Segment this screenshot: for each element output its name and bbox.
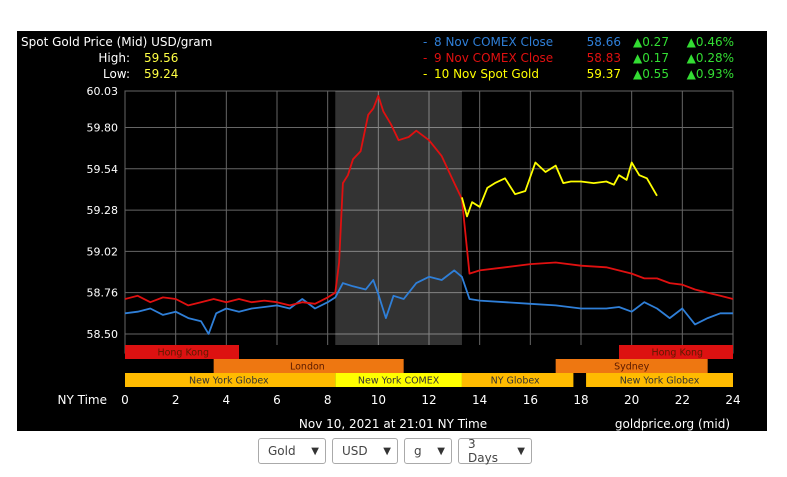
currency-select[interactable]: USD ▼: [332, 438, 398, 464]
session-label: Sydney: [614, 362, 650, 373]
x-tick-label: 2: [172, 393, 180, 407]
legend-dash: -: [423, 51, 427, 65]
currency-select-value: USD: [342, 444, 368, 458]
y-tick-label: 58.76: [87, 287, 119, 300]
unit-select-value: g: [414, 444, 422, 458]
session-label: NY Globex: [491, 376, 540, 387]
x-tick-label: 22: [675, 393, 690, 407]
legend-label: 9 Nov COMEX Close: [434, 51, 553, 65]
y-tick-label: 59.80: [87, 122, 119, 135]
x-tick-label: 8: [324, 393, 332, 407]
range-select[interactable]: 3 Days ▼: [458, 437, 532, 465]
metal-select-value: Gold: [268, 444, 296, 458]
x-tick-label: 16: [523, 393, 538, 407]
session-label: London: [290, 362, 325, 373]
legend-value: 58.66: [587, 35, 621, 49]
legend-change: ▲0.17: [633, 51, 669, 65]
legend-label: 10 Nov Spot Gold: [434, 67, 539, 81]
x-tick-label: 24: [725, 393, 740, 407]
session-bar: [555, 359, 708, 373]
metal-select[interactable]: Gold ▼: [258, 438, 326, 464]
legend-change: ▲0.27: [633, 35, 669, 49]
unit-select[interactable]: g ▼: [404, 438, 452, 464]
session-label: New York Globex: [189, 376, 269, 387]
chart-title: Spot Gold Price (Mid) USD/gram: [21, 35, 212, 49]
x-tick-label: 4: [223, 393, 231, 407]
legend-pct: ▲0.46%: [687, 35, 734, 49]
legend-change: ▲0.55: [633, 67, 669, 81]
high-label: High:: [98, 51, 130, 65]
session-label: New York COMEX: [358, 376, 440, 387]
series-line-0: [124, 269, 733, 335]
session-bar: [619, 345, 733, 359]
low-label: Low:: [103, 67, 130, 81]
legend-pct: ▲0.93%: [687, 67, 734, 81]
timestamp: Nov 10, 2021 at 21:01 NY Time: [299, 417, 487, 431]
legend-dash: -: [423, 67, 427, 81]
chevron-down-icon: ▼: [517, 445, 525, 457]
legend-value: 58.83: [587, 51, 621, 65]
series-line-1: [124, 94, 734, 307]
session-bar: [125, 373, 336, 387]
shaded-region: [335, 91, 462, 353]
x-tick-label: 14: [472, 393, 487, 407]
y-tick-label: 59.28: [87, 204, 119, 217]
legend-label: 8 Nov COMEX Close: [434, 35, 553, 49]
session-label: Hong Kong: [651, 348, 703, 359]
source-credit: goldprice.org (mid): [615, 417, 730, 431]
session-bar: [461, 373, 574, 387]
high-value: 59.56: [144, 51, 178, 65]
chart-controls: Gold ▼ USD ▼ g ▼ 3 Days ▼: [258, 437, 532, 465]
trading-sessions: Hong Kong Hong Kong London Sydney New York G…: [125, 345, 733, 387]
legend-value: 59.37: [587, 67, 621, 81]
series-line-2: [461, 161, 658, 218]
x-tick-label: 10: [371, 393, 386, 407]
y-tick-label: 59.54: [87, 163, 119, 176]
chevron-down-icon: ▼: [437, 445, 445, 457]
x-tick-label: 18: [573, 393, 588, 407]
chart-text: Spot Gold Price (Mid) USD/gram High: 59.56…: [21, 35, 734, 431]
range-select-value: 3 Days: [468, 437, 498, 465]
x-tick-label: 20: [624, 393, 639, 407]
chevron-down-icon: ▼: [311, 445, 319, 457]
y-tick-label: 59.02: [87, 245, 119, 258]
comex-session-shading: [335, 91, 462, 353]
y-tick-label: 60.03: [87, 85, 119, 98]
x-tick-label: 12: [421, 393, 436, 407]
low-value: 59.24: [144, 67, 178, 81]
session-bar: [125, 345, 239, 359]
gold-price-chart: 58.50 58.76 59.02 59.28 59.54 59.80 60.03 0 2 4 6 8…: [17, 31, 767, 431]
session-label: New York Globex: [620, 376, 700, 387]
x-tick-label: 0: [121, 393, 129, 407]
legend-pct: ▲0.28%: [687, 51, 734, 65]
session-bar: [213, 359, 404, 373]
y-tick-label: 58.50: [87, 328, 119, 341]
legend-dash: -: [423, 35, 427, 49]
x-axis-label: NY Time: [58, 393, 108, 407]
session-bar: [335, 373, 462, 387]
price-series: [124, 94, 734, 335]
session-bar: [586, 373, 733, 387]
x-tick-label: 6: [273, 393, 281, 407]
session-label: Hong Kong: [157, 348, 209, 359]
chevron-down-icon: ▼: [383, 445, 391, 457]
